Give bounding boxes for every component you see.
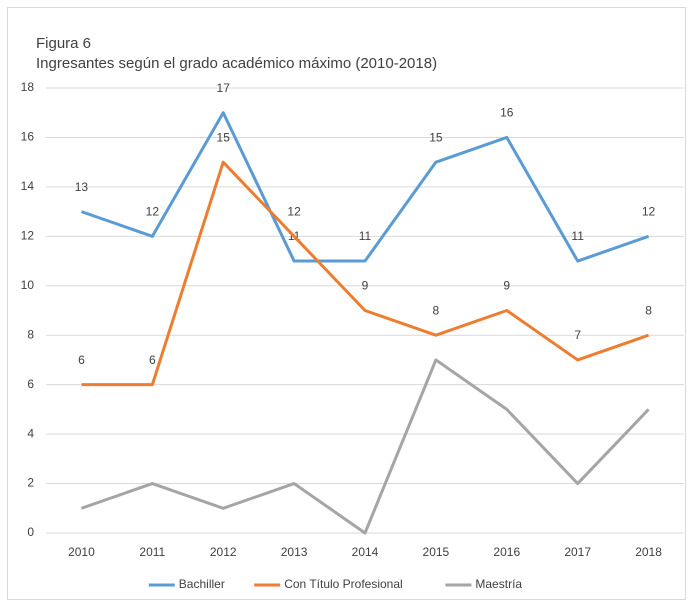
data-label: 12	[146, 205, 160, 219]
data-label: 6	[78, 353, 85, 367]
data-label: 9	[503, 279, 510, 293]
series-line	[80, 111, 650, 263]
chart-frame	[7, 7, 686, 600]
x-tick-label: 2015	[423, 545, 450, 559]
legend-label: Con Título Profesional	[284, 577, 403, 591]
y-tick-label: 4	[27, 426, 34, 440]
data-label: 12	[642, 205, 656, 219]
data-label: 11	[359, 229, 372, 243]
x-tick-label: 2017	[564, 545, 591, 559]
data-label: 9	[362, 279, 369, 293]
y-tick-label: 0	[27, 525, 34, 539]
data-label: 12	[287, 205, 301, 219]
data-label: 15	[429, 130, 443, 144]
y-tick-label: 2	[27, 476, 34, 490]
data-label: 15	[217, 130, 231, 144]
chart-subtitle: Ingresantes según el grado académico máx…	[36, 55, 437, 72]
y-tick-label: 14	[21, 179, 35, 193]
legend-label: Bachiller	[179, 577, 225, 591]
series-line	[80, 358, 650, 535]
x-tick-label: 2013	[281, 545, 308, 559]
data-label: 17	[217, 81, 231, 95]
data-label: 8	[645, 303, 652, 317]
x-tick-label: 2014	[352, 545, 379, 559]
x-tick-label: 2012	[210, 545, 237, 559]
data-label: 7	[574, 328, 581, 342]
data-label: 13	[75, 180, 89, 194]
y-tick-label: 10	[21, 278, 35, 292]
x-tick-label: 2016	[493, 545, 520, 559]
chart-title: Figura 6	[36, 35, 91, 52]
y-tick-label: 12	[21, 229, 35, 243]
y-tick-label: 8	[27, 327, 34, 341]
data-label: 16	[500, 106, 514, 120]
x-tick-label: 2010	[68, 545, 95, 559]
y-tick-label: 16	[21, 130, 35, 144]
series-line	[81, 160, 650, 387]
y-tick-label: 18	[21, 80, 35, 94]
x-tick-label: 2011	[139, 545, 165, 559]
data-label: 6	[149, 353, 156, 367]
data-label: 8	[433, 303, 440, 317]
data-label: 11	[571, 229, 584, 243]
x-tick-label: 2018	[635, 545, 662, 559]
legend-label: Maestría	[475, 577, 522, 591]
y-tick-label: 6	[27, 377, 34, 391]
